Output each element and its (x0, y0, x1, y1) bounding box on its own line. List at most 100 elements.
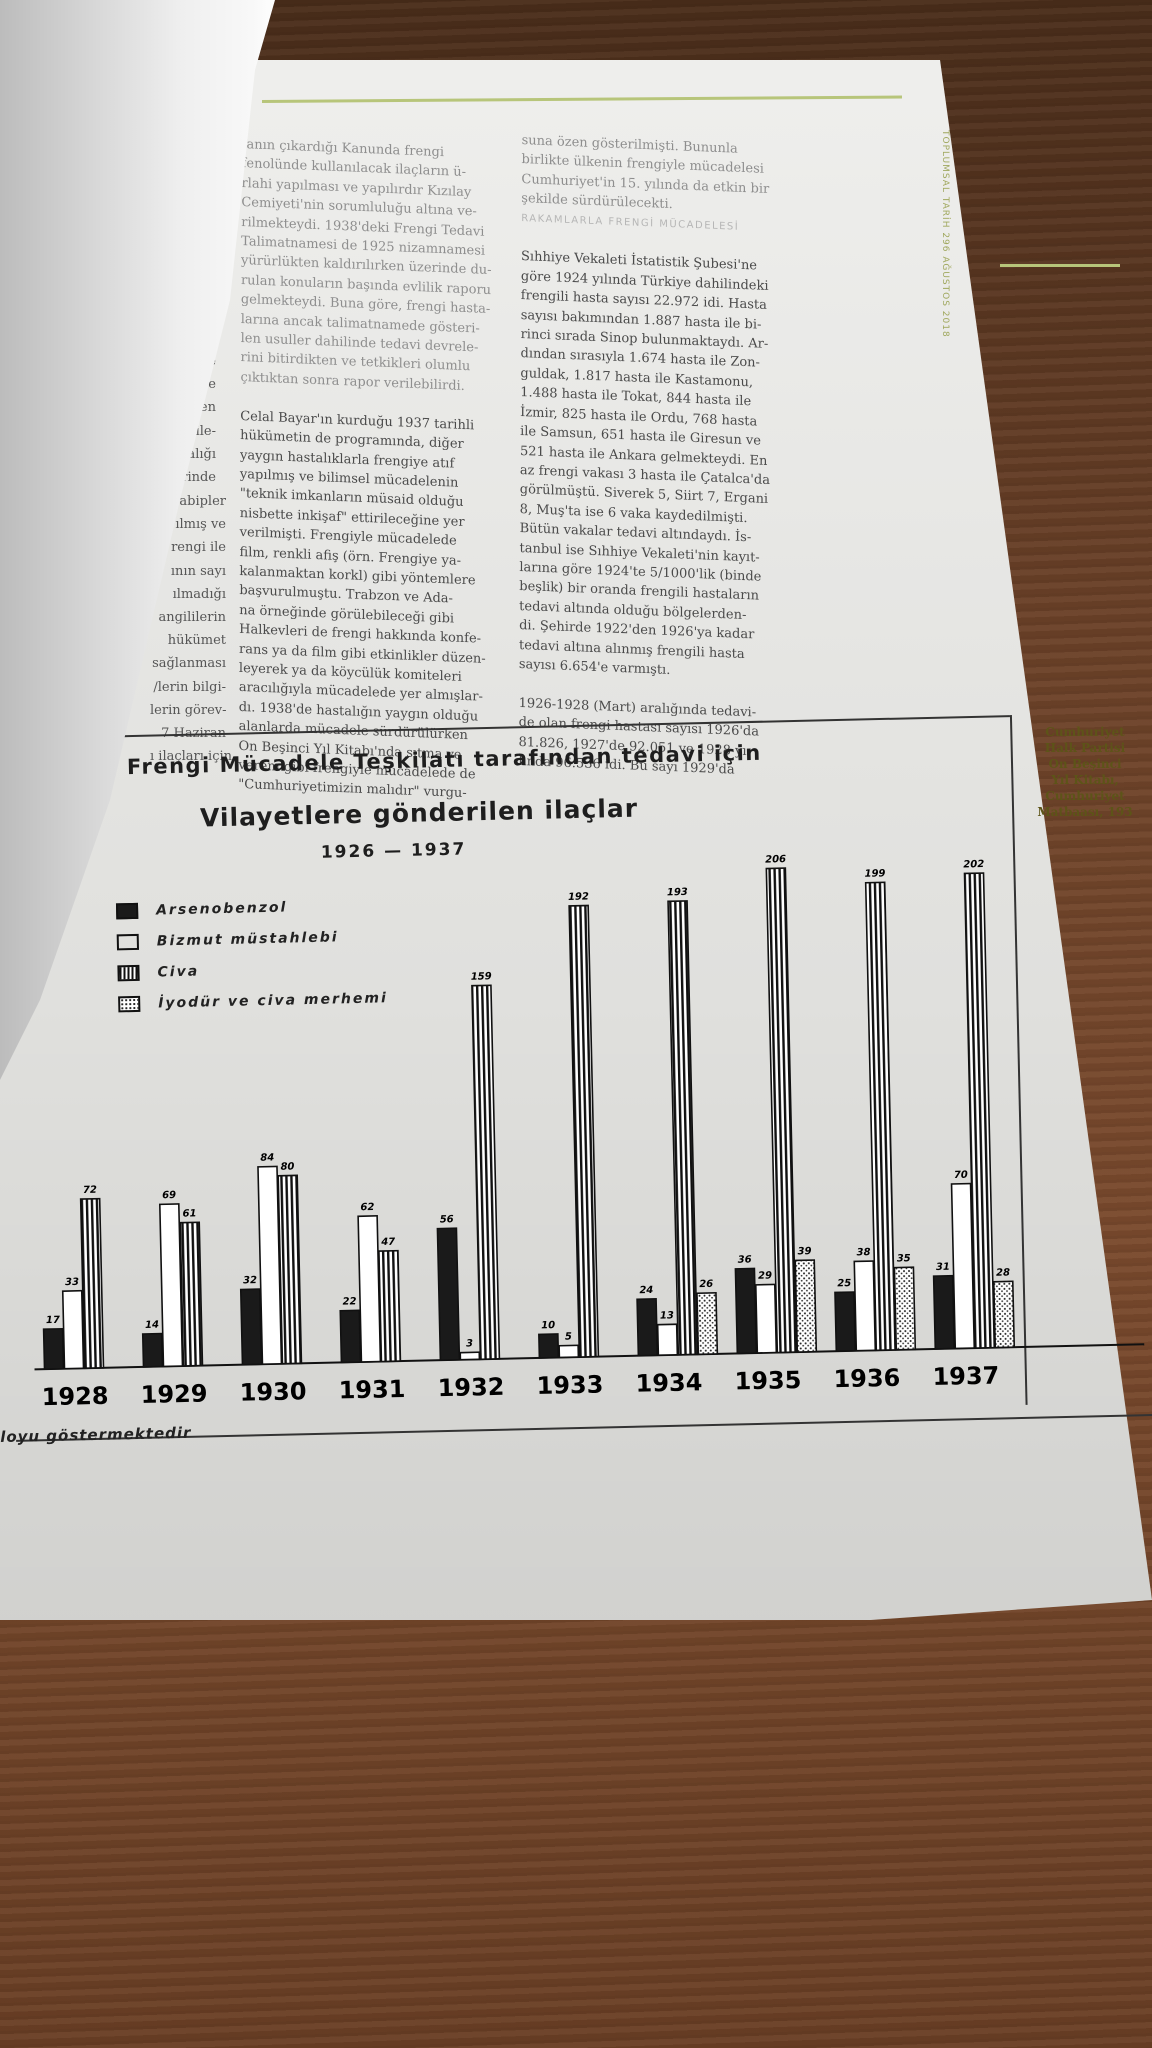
bar-value-label: 192 (568, 891, 589, 902)
bar-value-label: 80 (280, 1161, 294, 1172)
text-line: rinde (181, 470, 216, 486)
bar (893, 1266, 917, 1351)
text-line: rengi ile (171, 540, 226, 556)
category-label: 1937 (932, 1361, 999, 1391)
bar (568, 904, 600, 1358)
bar-value-label: 159 (471, 971, 492, 982)
bar (864, 881, 897, 1352)
text-line: angililerin (158, 610, 226, 626)
bar (436, 1227, 461, 1361)
bar (696, 1291, 719, 1356)
running-head: TOPLUMSAL TARİH 296 AĞUSTOS 2018 (940, 130, 950, 338)
caption-line: Cumhuriyet (1045, 789, 1125, 803)
bar-value-label: 32 (243, 1275, 257, 1286)
bar-value-label: 193 (667, 887, 688, 898)
category-label: 1929 (140, 1379, 207, 1409)
header-rule (1000, 264, 1120, 267)
bar (834, 1291, 857, 1353)
text-line: ının sayı (170, 563, 226, 579)
bar (538, 1333, 560, 1359)
bar-chart-svg: 1733721928146961192932848019302262471931… (34, 854, 1145, 1412)
text-line: ılmadığı (172, 586, 226, 602)
bar-value-label: 199 (864, 868, 885, 879)
bar (257, 1165, 283, 1366)
text-line: hükümet (167, 633, 226, 649)
bar (357, 1215, 382, 1363)
bar-value-label: 84 (260, 1152, 274, 1163)
text-line: ı ilaçları için (150, 749, 233, 765)
bar-value-label: 10 (541, 1320, 555, 1331)
text-line: lerin görev- (150, 702, 227, 718)
text-column-2: suna özen gösterilmişti. Bununla birlikte… (518, 131, 771, 781)
caption-line: Yıl Kitabı, (1051, 773, 1119, 787)
text-line: /lerin bilgi- (153, 679, 226, 695)
bar (42, 1327, 65, 1370)
bar-value-label: 39 (797, 1246, 811, 1257)
text-column-1: fanın çıkardığı Kanunda frengi fenolünde … (238, 135, 492, 805)
bar-value-label: 33 (65, 1277, 79, 1288)
caption-line: Halk Partisi (1044, 741, 1126, 755)
caption-line: Cumhuriyet (1045, 725, 1125, 739)
bar-value-label: 13 (660, 1310, 674, 1321)
bar-value-label: 35 (897, 1253, 911, 1264)
bar (179, 1221, 204, 1367)
bar (932, 1274, 956, 1350)
bar-value-label: 3 (466, 1338, 473, 1349)
bar-value-label: 36 (738, 1254, 752, 1265)
category-label: 1936 (833, 1364, 900, 1394)
bar (950, 1182, 976, 1350)
bar-value-label: 31 (936, 1262, 950, 1273)
bar (992, 1280, 1016, 1349)
bar-value-label: 69 (162, 1190, 176, 1201)
bar (141, 1332, 164, 1368)
bar (459, 1351, 481, 1361)
bar-value-label: 17 (46, 1315, 60, 1326)
bar (754, 1283, 778, 1354)
bar-value-label: 29 (758, 1270, 772, 1281)
bar (277, 1174, 303, 1365)
category-label: 1935 (734, 1366, 801, 1396)
bar (339, 1309, 362, 1364)
caption-line: On Beşinci (1048, 757, 1122, 771)
text-line: sağlanması (152, 656, 226, 672)
bar (853, 1260, 877, 1352)
category-label: 1932 (437, 1373, 504, 1403)
category-label: 1928 (41, 1382, 108, 1412)
bar-value-label: 14 (145, 1320, 159, 1331)
category-label: 1934 (635, 1368, 702, 1398)
bar (471, 984, 501, 1361)
bar (378, 1249, 402, 1363)
bar (79, 1197, 105, 1370)
bar-value-label: 206 (765, 854, 786, 865)
bar (636, 1298, 659, 1357)
chart: et Frengi Mücadele Teşkilatı tarafından … (0, 704, 1152, 1490)
bar-value-label: 26 (699, 1279, 713, 1290)
bar (656, 1323, 679, 1357)
bar (734, 1267, 758, 1355)
category-label: 1933 (536, 1370, 603, 1400)
bar-value-label: 56 (440, 1214, 454, 1225)
bar-value-label: 61 (182, 1208, 196, 1219)
bar (794, 1259, 818, 1353)
bar-value-label: 28 (996, 1267, 1010, 1278)
bar (963, 872, 996, 1349)
category-label: 1931 (338, 1375, 405, 1405)
bar-value-label: 62 (360, 1202, 374, 1213)
bar-value-label: 72 (83, 1185, 97, 1196)
category-label: 1930 (239, 1377, 306, 1407)
bar (765, 867, 798, 1354)
bar-value-label: 24 (639, 1285, 653, 1296)
bar-value-label: 38 (856, 1247, 870, 1258)
bar-value-label: 25 (837, 1278, 851, 1289)
bar (667, 900, 699, 1356)
bar (558, 1344, 580, 1359)
bar (239, 1288, 263, 1366)
bar-value-label: 22 (342, 1296, 356, 1307)
bar-value-label: 70 (954, 1170, 968, 1181)
bar (61, 1289, 85, 1370)
figure-caption: Cumhuriyet Halk Partisi On Beşinci Yıl Kita… (1010, 724, 1152, 820)
bar-value-label: 5 (565, 1331, 572, 1342)
text-line: abipler (179, 494, 226, 509)
text-line: ılmış ve (175, 517, 226, 533)
bar-value-label: 47 (380, 1237, 395, 1248)
